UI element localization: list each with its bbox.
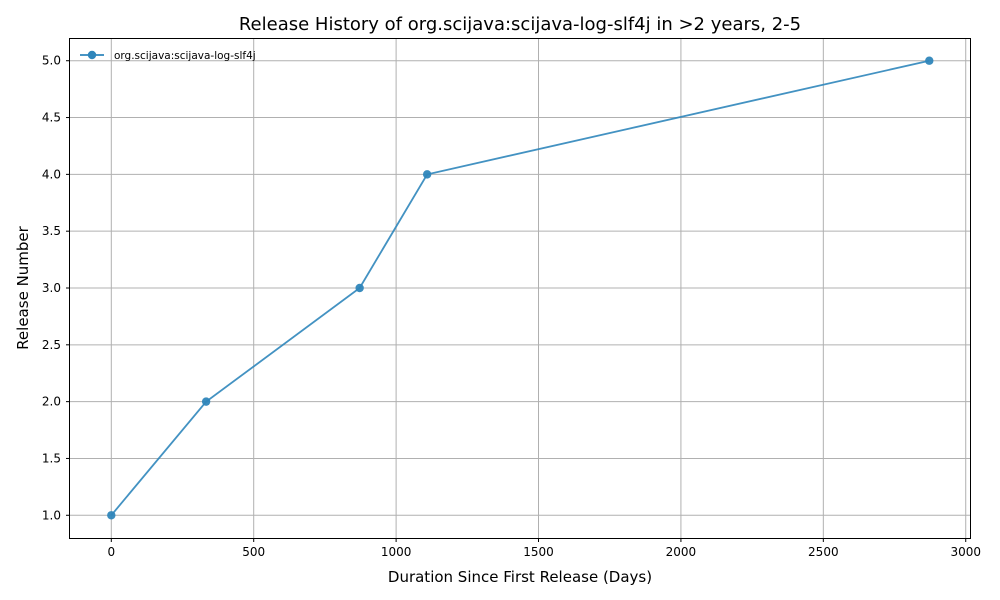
legend-point-marker — [87, 50, 97, 60]
y-tick-label: 3.5 — [42, 224, 61, 238]
data-point — [422, 170, 432, 179]
x-tick-label: 1000 — [381, 545, 412, 559]
data-point — [201, 397, 211, 406]
y-tick-label: 1.5 — [42, 451, 61, 465]
x-axis-label: Duration Since First Release (Days) — [388, 568, 652, 586]
legend: org.scijava:scijava-log-slf4j — [80, 50, 256, 62]
y-tick-label: 5.0 — [42, 54, 61, 68]
y-tick-label: 2.5 — [42, 338, 61, 352]
x-tick-label: 3000 — [950, 545, 981, 559]
grid-lines — [70, 38, 970, 538]
x-tick-label: 0 — [107, 545, 115, 559]
x-tick-label: 500 — [242, 545, 265, 559]
legend-series-label: org.scijava:scijava-log-slf4j — [114, 50, 256, 62]
y-axis-label: Release Number — [14, 225, 32, 349]
data-point — [355, 283, 364, 293]
y-tick-label: 3.0 — [42, 281, 61, 295]
x-tick-label: 2000 — [666, 545, 697, 559]
chart-title: Release History of org.scijava:scijava-l… — [239, 14, 801, 35]
y-tick-label: 4.0 — [42, 167, 61, 181]
y-tick-label: 4.5 — [42, 111, 61, 125]
x-tick-label: 2500 — [808, 545, 839, 559]
axis-ticks: 0 500 1000 1500 2000 2500 3000 1.0 1.5 2.0 2.5 3.0 3… — [42, 54, 981, 559]
x-tick-label: 1500 — [523, 545, 554, 559]
data-point — [925, 56, 934, 65]
series-layer — [107, 56, 934, 520]
y-tick-label: 1.0 — [42, 508, 61, 522]
y-tick-label: 2.0 — [42, 395, 61, 409]
data-point — [107, 511, 116, 520]
